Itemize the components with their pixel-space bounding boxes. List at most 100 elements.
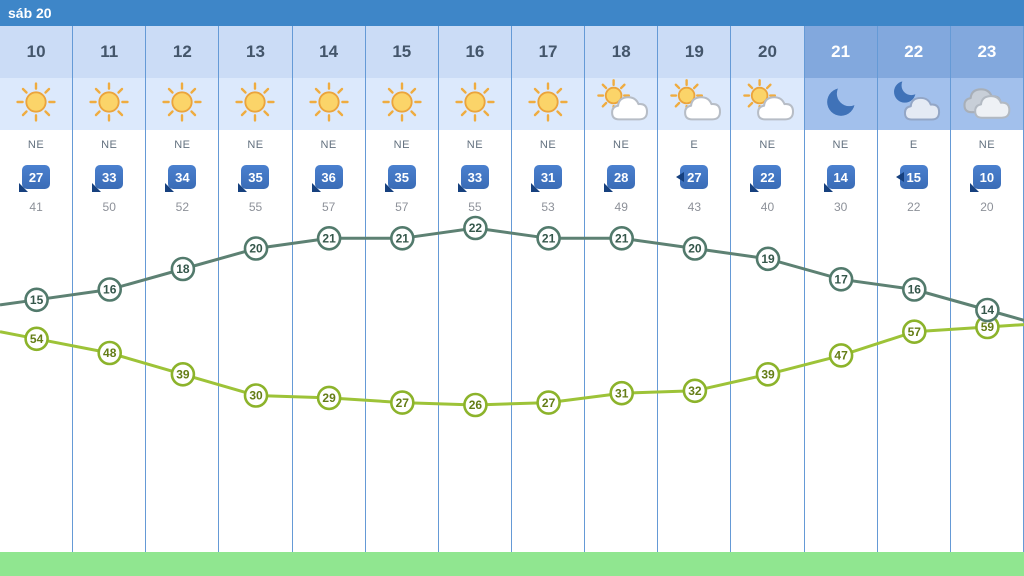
weather-icon-cell <box>438 78 511 131</box>
sun-cloud-icon <box>737 78 797 131</box>
wind-speed-badge: 27 <box>676 165 709 189</box>
wind-speed-wrap: 33 <box>439 165 511 192</box>
wind-speed-wrap: 27 <box>658 165 730 189</box>
wind-speed-badge: 35 <box>384 165 416 192</box>
sun-icon <box>518 78 578 131</box>
forecast-columns: 10 NE 27 41 11 NE 33 50 12 NE <box>0 26 1024 552</box>
hour-column: 19 E 27 43 <box>658 26 732 552</box>
wind-arrow-icon <box>531 183 541 192</box>
weather-icon-cell <box>950 78 1023 130</box>
weather-icon-cell <box>0 78 73 130</box>
hour-column: 11 NE 33 50 <box>73 26 147 552</box>
hour-label: 21 <box>804 26 877 78</box>
wind-speed-value: 22 <box>760 169 775 185</box>
wind-direction-label: NE <box>832 139 849 151</box>
wind-gust-value: 53 <box>541 200 555 214</box>
wind-speed-badge: 14 <box>823 165 855 192</box>
hour-label: 12 <box>146 26 219 78</box>
wind-speed-wrap: 36 <box>293 165 365 192</box>
wind-direction-label: NE <box>613 139 630 151</box>
wind-arrow-icon <box>895 172 904 182</box>
wind-direction-label: NE <box>320 139 337 151</box>
hour-label: 18 <box>585 26 658 78</box>
wind-speed-value: 14 <box>833 169 848 185</box>
sun-icon <box>372 78 432 131</box>
hour-label: 13 <box>219 26 292 78</box>
wind-gust-value: 40 <box>760 200 775 214</box>
wind-gust-value: 55 <box>248 200 263 214</box>
hour-column: 12 NE 34 52 <box>146 26 220 552</box>
wind-arrow-icon <box>823 183 833 192</box>
wind-speed-value: 10 <box>979 169 995 185</box>
wind-speed-value: 33 <box>101 169 117 185</box>
wind-speed-badge: 22 <box>750 165 782 192</box>
sun-icon <box>445 78 505 131</box>
wind-gust-value: 43 <box>687 200 702 214</box>
hour-label: 10 <box>0 26 73 78</box>
hour-column: 18 NE 28 49 <box>585 26 659 552</box>
weather-icon-cell <box>804 78 877 131</box>
wind-speed-value: 36 <box>321 169 336 185</box>
wind-speed-badge: 10 <box>969 165 1001 192</box>
weather-icon-cell <box>658 78 731 130</box>
hour-label: 15 <box>365 26 438 78</box>
moon-cloud-icon <box>884 78 944 131</box>
date-label: sáb 20 <box>8 5 52 21</box>
wind-arrow-icon <box>969 183 979 192</box>
hour-column: 10 NE 27 41 <box>0 26 74 552</box>
wind-arrow-icon <box>238 183 248 192</box>
wind-arrow-icon <box>92 183 102 192</box>
wind-gust-value: 20 <box>980 200 994 214</box>
hour-label: 23 <box>950 26 1023 78</box>
moon-icon <box>811 78 871 131</box>
hour-label: 11 <box>73 26 146 78</box>
wind-arrow-icon <box>311 183 321 192</box>
wind-speed-value: 35 <box>394 169 409 185</box>
wind-arrow-icon <box>604 183 614 192</box>
wind-gust-value: 49 <box>614 200 628 214</box>
wind-arrow-icon <box>384 183 394 192</box>
hour-label: 14 <box>292 26 365 78</box>
wind-speed-value: 33 <box>467 169 483 185</box>
hour-column: 15 NE 35 57 <box>365 26 439 552</box>
hour-column: 16 NE 33 55 <box>438 26 512 552</box>
wind-speed-value: 34 <box>175 169 190 185</box>
wind-gust-value: 30 <box>833 200 848 214</box>
sun-cloud-icon <box>591 78 651 131</box>
weather-icon-cell <box>877 78 950 131</box>
wind-direction-label: NE <box>978 139 996 151</box>
wind-direction-label: NE <box>101 139 118 151</box>
wind-speed-wrap: 35 <box>366 165 438 192</box>
wind-gust-value: 22 <box>907 200 921 214</box>
wind-arrow-icon <box>19 183 29 192</box>
wind-speed-wrap: 15 <box>878 165 950 189</box>
weather-icon-cell <box>585 78 658 131</box>
wind-speed-badge: 33 <box>457 165 489 192</box>
wind-speed-badge: 33 <box>92 165 124 192</box>
hour-label: 16 <box>438 26 511 78</box>
footer-strip <box>0 552 1024 576</box>
hour-column: 13 NE 35 55 <box>219 26 293 552</box>
wind-gust-value: 57 <box>395 200 409 214</box>
wind-direction-label: NE <box>539 139 557 151</box>
wind-speed-badge: 35 <box>238 165 270 192</box>
sun-icon <box>225 78 285 131</box>
hour-column: 14 NE 36 57 <box>292 26 366 552</box>
wind-direction-label: NE <box>174 139 191 151</box>
wind-speed-wrap: 22 <box>731 165 803 192</box>
wind-direction-label: NE <box>466 139 484 151</box>
wind-arrow-icon <box>457 183 467 192</box>
weather-icon-cell <box>146 78 219 131</box>
wind-speed-badge: 27 <box>19 165 51 192</box>
sun-icon <box>299 78 359 131</box>
wind-speed-value: 28 <box>613 169 629 185</box>
weather-icon-cell <box>511 78 585 131</box>
hour-label: 17 <box>511 26 585 78</box>
sun-icon <box>152 78 212 131</box>
wind-direction-label: E <box>909 139 918 151</box>
wind-speed-badge: 34 <box>165 165 197 192</box>
wind-direction-label: NE <box>759 139 776 151</box>
wind-speed-value: 27 <box>28 169 44 185</box>
wind-speed-wrap: 27 <box>0 165 72 192</box>
wind-gust-value: 55 <box>468 200 482 214</box>
